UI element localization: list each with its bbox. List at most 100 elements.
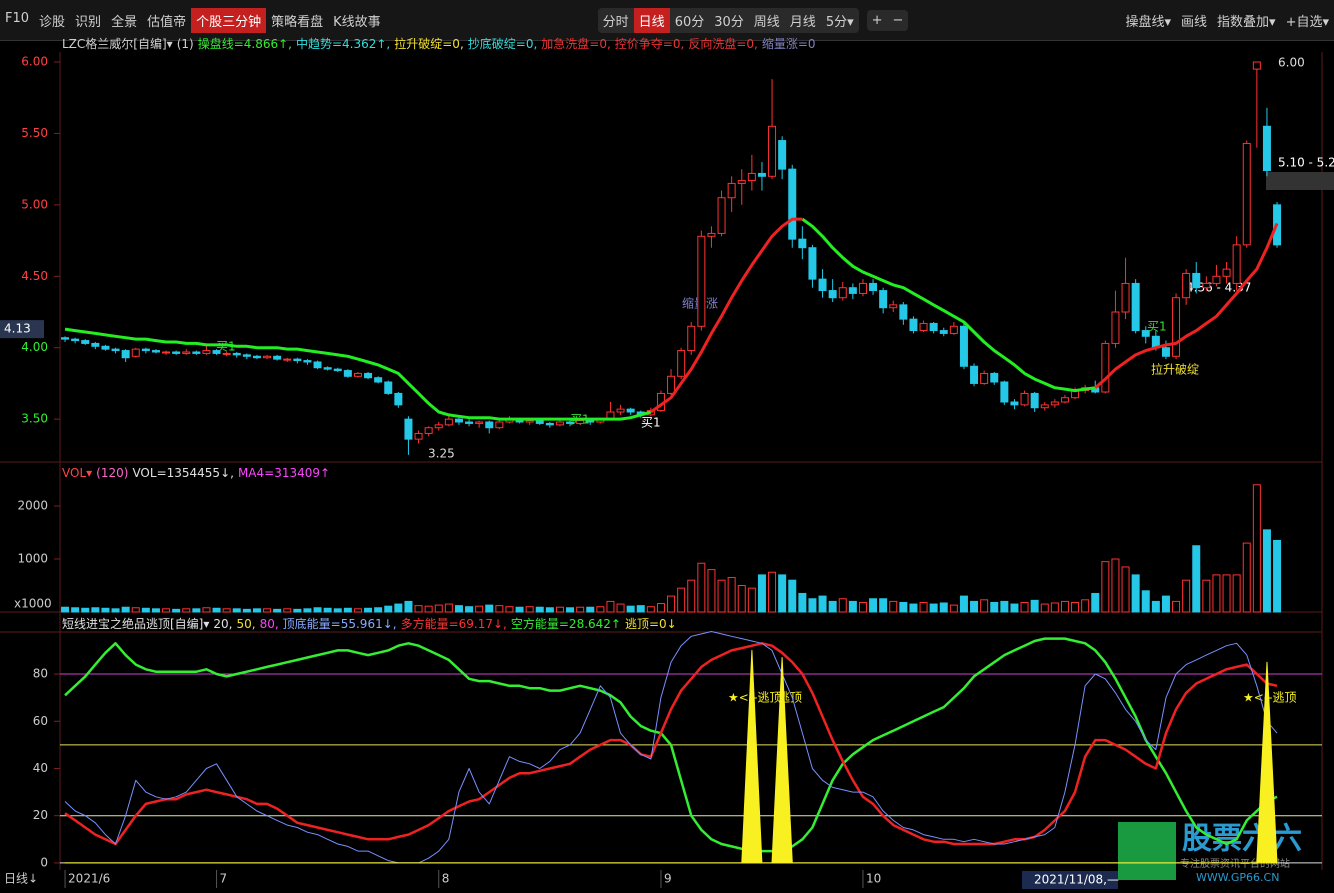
y-tick-label: 3.50 (21, 412, 48, 426)
volume-bar (778, 574, 787, 613)
volume-bar (626, 605, 635, 613)
menu-item[interactable]: 估值帝 (147, 14, 187, 30)
header-item: 20, (213, 617, 233, 631)
period-button[interactable]: 分时 (602, 14, 629, 30)
x-tick-label: 7 (220, 872, 228, 886)
period-button[interactable]: 5分▾ (825, 14, 854, 30)
menu-item[interactable]: 全景 (111, 14, 138, 30)
volume-bar (162, 608, 171, 613)
volume-bar (151, 608, 160, 613)
volume-bar (1202, 579, 1211, 613)
header-item: 反向洗盘=0, (688, 37, 758, 51)
unit-label: x1000 (14, 597, 52, 611)
candle-body (747, 172, 756, 182)
candle-body (121, 350, 130, 359)
volume-bar (444, 603, 453, 613)
candle-body (970, 365, 979, 384)
menu-item[interactable]: 个股三分钟 (191, 7, 267, 33)
candle-body (444, 418, 453, 426)
period-button[interactable]: 周线 (753, 14, 780, 30)
menu-item[interactable]: 策略看盘 (271, 14, 324, 30)
candle-body (586, 420, 595, 423)
header-item: VOL=1354455↓, (132, 466, 234, 480)
volume-bar (111, 608, 120, 613)
menu-item[interactable]: 操盘线▾ (1125, 14, 1172, 30)
candle-body (646, 410, 655, 416)
period-switch: 分时 日线 60分 30分 周线 月线 5分▾ (597, 7, 859, 33)
volume-bar (515, 606, 524, 613)
volume-bar (757, 574, 766, 613)
watermark-subtitle: 专注股票资讯平台的网站 (1180, 857, 1290, 870)
volume-bar (1081, 599, 1090, 613)
candle-body (545, 422, 554, 426)
menu-item[interactable]: 识别 (75, 14, 102, 30)
y-tick-label: 40 (33, 761, 48, 775)
candle-body (263, 355, 272, 359)
volume-bar (606, 600, 615, 613)
header-item: 拉升破绽=0, (394, 37, 464, 51)
volume-bar (1030, 599, 1039, 613)
volume-bar (1262, 529, 1271, 613)
volume-bar (808, 598, 817, 613)
volume-bar (323, 607, 332, 613)
menu-item[interactable]: 诊股 (39, 14, 66, 30)
candle-body (1262, 125, 1271, 172)
menu-item[interactable]: 指数叠加▾ (1217, 14, 1276, 30)
volume-bar (81, 607, 90, 613)
candle-body (1141, 330, 1150, 337)
volume-bar (576, 606, 585, 613)
candle-body (172, 351, 181, 354)
menu-item[interactable]: F10 (5, 10, 30, 26)
menu-item[interactable]: +自选▾ (1285, 14, 1329, 30)
volume-bar (495, 605, 504, 613)
candle-body (909, 318, 918, 332)
ref-price-label: 4.13 (4, 322, 31, 336)
volume-bar (525, 606, 534, 613)
candle-body (727, 182, 736, 199)
candle-body (515, 418, 524, 423)
volume-bar (879, 598, 888, 613)
annotation: 缩量涨 (682, 296, 718, 311)
candle-body (1060, 397, 1069, 403)
volume-bar (1091, 592, 1100, 613)
volume-bar (818, 595, 827, 613)
menu-item[interactable]: 画线 (1181, 14, 1208, 30)
volume-bar (1151, 600, 1160, 613)
volume-bar (505, 606, 514, 613)
candle-body (394, 392, 403, 406)
volume-bar (202, 607, 211, 613)
candle-body (1010, 401, 1019, 406)
candle-body (414, 432, 423, 440)
volume-bar (475, 605, 484, 613)
candle-body (1111, 311, 1120, 344)
volume-bar (616, 603, 625, 613)
candle-body (1212, 275, 1221, 284)
header-item: (120) (96, 466, 129, 480)
zoom-button[interactable]: − (892, 12, 904, 28)
y-tick-label: 6.00 (21, 55, 48, 69)
period-button[interactable]: 30分 (714, 14, 744, 30)
period-button[interactable]: 日线 (633, 7, 670, 33)
y-tick-label: 60 (33, 714, 48, 728)
volume-bar (919, 601, 928, 613)
candle-body (1161, 347, 1170, 357)
volume-bar (434, 604, 443, 613)
header-item: 逃顶=0↓ (624, 617, 677, 631)
annotation: ★<--逃顶 (728, 691, 781, 705)
period-button[interactable]: 月线 (789, 14, 816, 30)
annotation: 3.25 (428, 447, 455, 461)
candle-body (374, 377, 383, 383)
header-item: 80, (259, 617, 279, 631)
header-item: 短线进宝之绝品逃顶[自编]▾ (62, 617, 210, 631)
volume-bar (343, 607, 352, 613)
volume-bar (737, 584, 746, 613)
volume-bar (1252, 484, 1261, 613)
candle-body (858, 282, 867, 294)
candle-body (1121, 282, 1130, 313)
period-button[interactable]: 60分 (674, 14, 705, 30)
zoom-button[interactable]: + (871, 12, 883, 28)
annotation: 5.10 - 5.24 (1278, 156, 1334, 170)
header-item: 多方能量=69.17↓, (400, 617, 507, 631)
menu-item[interactable]: K线故事 (333, 14, 381, 30)
